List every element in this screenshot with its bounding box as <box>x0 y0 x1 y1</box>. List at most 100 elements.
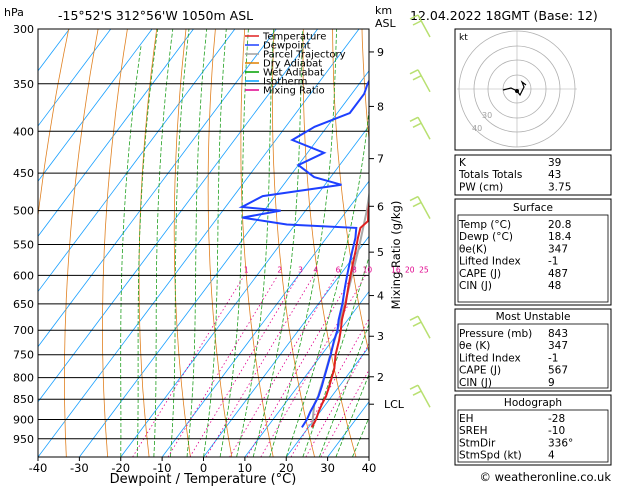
isotherm-line <box>120 125 369 457</box>
isotherm-line <box>38 29 153 182</box>
hodograph-point <box>515 89 519 93</box>
table-row-label: SREH <box>459 425 488 437</box>
km-tick-label: 2 <box>377 371 384 384</box>
table-row-value: 843 <box>548 328 568 340</box>
table-row-value: 487 <box>548 268 568 280</box>
mixing-ratio-tick-label: 8 <box>352 265 357 274</box>
table-row-label: CIN (J) <box>459 280 492 292</box>
surface-table <box>454 198 612 306</box>
stability-tables: K 39 Totals Totals 43 PW (cm) 3.75 SurfaceTemp… <box>454 154 612 466</box>
mixing-ratio-tick-label: 20 <box>405 265 415 274</box>
isotherm-line <box>161 180 369 457</box>
mixing-ratio-tick-label: 3 <box>298 265 303 274</box>
isotherm-line <box>38 29 70 72</box>
table-row-value: 347 <box>548 243 568 255</box>
km-tick-label: LCL <box>384 398 405 411</box>
legend-entry: Dewpoint <box>263 41 311 52</box>
wind-barb <box>409 195 431 219</box>
table-row-value: 567 <box>548 365 568 377</box>
table-row-label: Totals Totals <box>458 169 522 181</box>
mixing-ratio-line <box>320 369 369 457</box>
hodograph-trace <box>502 80 527 97</box>
mixing-ratio-tick-label: 2 <box>277 265 282 274</box>
table-section-title: Hodograph <box>504 397 562 409</box>
legend-entry: Temperature <box>262 32 326 43</box>
table-row-value: 18.4 <box>548 231 572 243</box>
mixing-ratio-line <box>167 275 279 457</box>
pressure-tick-label: 500 <box>13 205 34 218</box>
isotherm-line <box>203 235 369 457</box>
table-row-label: CAPE (J) <box>459 365 501 377</box>
hodograph-unit-label: kt <box>459 33 468 43</box>
isotherm-line <box>79 70 369 457</box>
table-row-label: CIN (J) <box>459 377 492 389</box>
temperature-axis: -40 -30 -20 -10 0 10 20 30 40 <box>29 457 377 475</box>
mixing-ratio-tick-label: 16 <box>391 265 401 274</box>
indices-table <box>454 154 612 196</box>
altitude-axis: 9 8 7 6 5 4 3 2 LCL <box>369 46 405 411</box>
wind-barbs <box>409 14 431 408</box>
legend-entry: Wet Adiabat <box>263 68 324 79</box>
surface-inner-box <box>457 214 609 303</box>
datetime-title: 12.04.2022 18GMT (Base: 12) <box>410 8 598 23</box>
hodograph-inner-box <box>457 409 609 463</box>
table-row-label: Temp (°C) <box>458 219 511 231</box>
pressure-tick-label: 750 <box>13 349 34 362</box>
table-row-label: θe (K) <box>459 340 490 352</box>
hodograph-ring-label: 30 <box>482 111 492 120</box>
mixing-ratio-line <box>205 275 315 457</box>
table-row-label: K <box>459 157 467 169</box>
km-tick-label: 5 <box>377 246 384 259</box>
pressure-tick-label: 550 <box>13 238 34 251</box>
table-row-value: 48 <box>548 280 561 292</box>
legend-entry: Dry Adiabat <box>263 59 322 70</box>
pressure-tick-label: 800 <box>13 372 34 385</box>
table-row-label: StmSpd (kt) <box>459 450 522 462</box>
km-tick-label: 4 <box>377 290 384 303</box>
temperature-line <box>310 197 369 428</box>
mixing-ratio-line <box>260 275 366 457</box>
dry-adiabat-line <box>138 29 158 457</box>
pressure-tick-label: 650 <box>13 298 34 311</box>
isotherm-line <box>38 29 277 348</box>
table-row-value: 336° <box>548 437 573 449</box>
wind-barb <box>409 116 431 140</box>
mixing-ratio-tick-label: 6 <box>336 265 341 274</box>
wind-barb <box>409 14 431 38</box>
km-tick-label: 7 <box>377 153 384 166</box>
km-tick-label: 9 <box>377 46 384 59</box>
pressure-tick-label: 850 <box>13 393 34 406</box>
dry-adiabat-line <box>64 29 99 457</box>
x-tick-label: 40 <box>362 461 377 475</box>
dry-adiabat-line <box>173 29 191 457</box>
isotherm-lines <box>38 29 369 457</box>
table-row-value: 4 <box>548 450 555 462</box>
pressure-tick-label: 400 <box>13 125 34 138</box>
mixing-ratio-line <box>246 275 353 457</box>
wind-barb <box>409 315 431 339</box>
isotherm-line <box>38 29 360 457</box>
km-tick-label: 8 <box>377 100 384 113</box>
wet-adiabat-line <box>136 29 159 457</box>
pressure-tick-label: 600 <box>13 269 34 282</box>
pressure-tick-label: 900 <box>13 414 34 427</box>
mixing-ratio-line <box>305 343 369 457</box>
x-tick-label: -10 <box>153 461 172 475</box>
legend-entry: Isotherm <box>263 77 307 88</box>
most-unstable-inner-box <box>457 323 609 389</box>
table-row-label: Lifted Index <box>459 352 521 364</box>
x-tick-label: 0 <box>200 461 207 475</box>
isotherm-line <box>38 29 112 127</box>
pressure-tick-label: 300 <box>13 23 34 36</box>
table-row-label: CAPE (J) <box>459 268 501 280</box>
table-row-label: Lifted Index <box>459 256 521 268</box>
x-tick-label: 30 <box>320 461 335 475</box>
x-tick-label: 10 <box>238 461 253 475</box>
credit-text: © weatheronline.co.uk <box>479 470 611 484</box>
plot-area <box>38 29 369 457</box>
x-tick-label: -40 <box>29 461 48 475</box>
legend-entry: Parcel Trajectory <box>263 50 346 61</box>
dry-adiabat-line <box>38 29 70 220</box>
pressure-tick-label: 450 <box>13 167 34 180</box>
